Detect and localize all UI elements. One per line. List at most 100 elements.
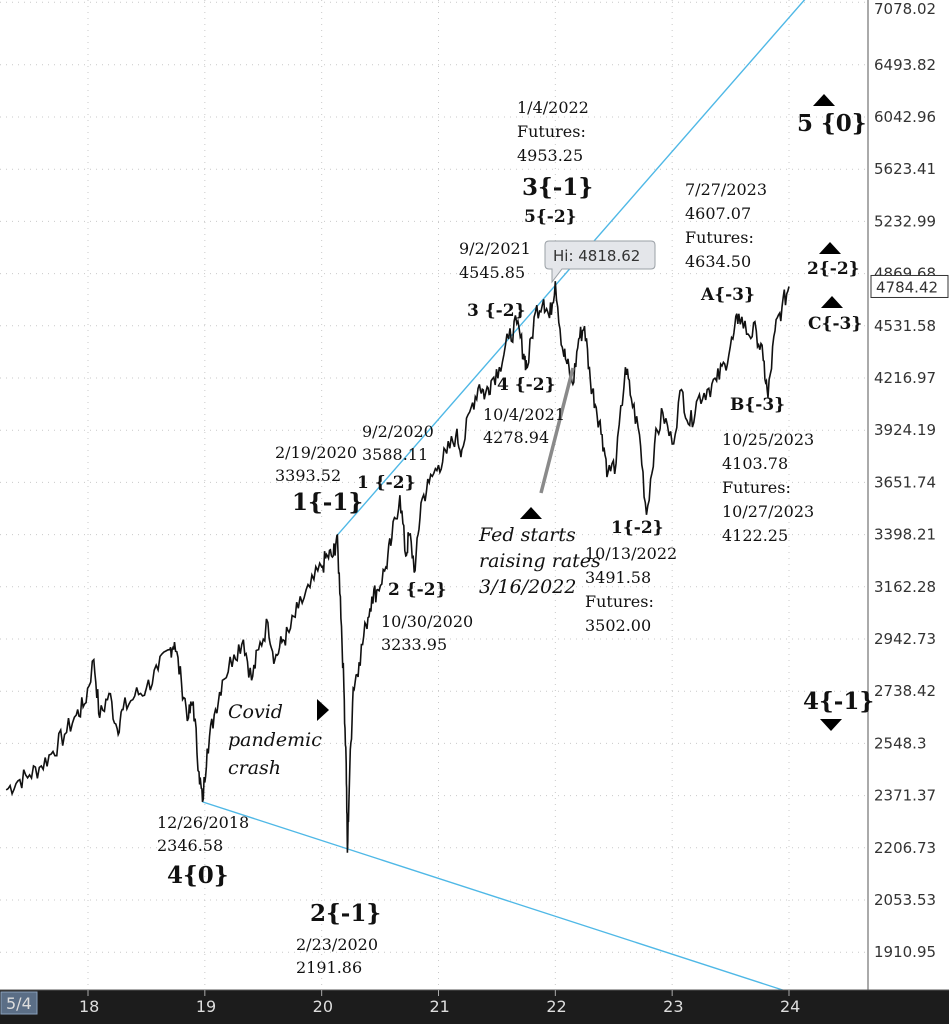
annotation-text: Futures: <box>585 592 654 611</box>
annotation-text: 10/27/2023 <box>722 502 814 521</box>
x-tick-label: 24 <box>780 997 800 1016</box>
y-axis: 7078.026493.826042.965623.415232.994869.… <box>870 0 949 961</box>
annotation-text: 5{-2} <box>524 207 577 227</box>
last-price-box <box>870 274 949 298</box>
annotation-text: 7/27/2023 <box>685 180 767 199</box>
hi-callout-box <box>544 240 656 284</box>
annotation-text: 1{-2} <box>611 518 664 538</box>
markers: Hi: 4818.62 <box>317 94 843 731</box>
y-tick-label: 6042.96 <box>874 108 936 126</box>
annotation-group: 12/26/2018 2346.58 <box>157 813 249 855</box>
annotation-group: 4{-1} <box>803 688 874 715</box>
hi-callout-label: Hi: 4818.62 <box>553 247 640 265</box>
annotation-text: Futures: <box>685 228 754 247</box>
x-tick-label: 20 <box>313 997 333 1016</box>
annotation-text: 12/26/2018 <box>157 813 249 832</box>
y-tick-label: 2738.42 <box>874 682 936 700</box>
annotation-group: 4 {-2} <box>497 375 556 395</box>
annotation-text: 9/2/2021 <box>459 239 531 258</box>
annotation-group: 10/4/2021 4278.94 <box>483 405 565 447</box>
y-tick-label: 3398.21 <box>874 526 936 544</box>
annotation-text: 10/25/2023 <box>722 430 814 449</box>
annotation-group: 1/4/2022 Futures: 4953.25 <box>517 98 589 165</box>
annotation-text: raising rates <box>479 550 601 572</box>
period-box <box>0 991 38 1015</box>
annotation-text: 3491.58 <box>585 568 651 587</box>
annotation-text: 9/2/2020 <box>362 422 434 441</box>
annotation-text: 4545.85 <box>459 263 525 282</box>
annotation-group: 7/27/2023 4607.07 Futures: 4634.50 <box>685 180 767 271</box>
x-tick-label: 18 <box>79 997 99 1016</box>
annotation-text: Futures: <box>517 122 586 141</box>
trendline <box>202 801 813 1001</box>
annotation-text: A{-3} <box>700 285 755 305</box>
annotation-text: 10/13/2022 <box>585 544 677 563</box>
y-tick-label: 4531.58 <box>874 317 936 335</box>
annotation-group: 3{-1} <box>522 174 593 201</box>
annotation-group: 5{-2} <box>524 207 577 227</box>
annotation-text: 4122.25 <box>722 526 788 545</box>
y-tick-label: 7078.02 <box>874 0 936 18</box>
y-tick-label: 3924.19 <box>874 421 936 439</box>
annotation-text: 1{-1} <box>292 489 363 516</box>
annotation-text: 5 {0} <box>797 110 867 137</box>
y-tick-label: 2053.53 <box>874 891 936 909</box>
annotation-text: 4 {-2} <box>497 375 556 395</box>
annotation-text: 1 {-2} <box>357 473 416 493</box>
y-tick-label: 6493.82 <box>874 56 936 74</box>
y-tick-label: 3651.74 <box>874 473 936 491</box>
annotation-group: Covid pandemic crash <box>228 701 322 779</box>
annotation-text: 3{-1} <box>522 174 593 201</box>
annotation-text: 4607.07 <box>685 204 751 223</box>
annotation-text: Futures: <box>722 478 791 497</box>
annotation-group: C{-3} <box>808 314 862 334</box>
annotation-group: 2{-2} <box>807 259 860 279</box>
annotation-group: 10/13/2022 3491.58 Futures: 3502.00 <box>585 544 677 635</box>
y-tick-label: 2206.73 <box>874 839 936 857</box>
annotation-text: 2/23/2020 <box>296 935 378 954</box>
annotation-group: 2 {-2} <box>388 580 447 600</box>
annotation-text: Covid <box>228 701 283 723</box>
annotation-group: 2/23/2020 2191.86 <box>296 935 378 977</box>
annotation-text: 4278.94 <box>483 428 549 447</box>
annotation-text: Fed starts <box>478 524 576 546</box>
y-tick-label: 2942.73 <box>874 630 936 648</box>
x-tick-label: 19 <box>196 997 216 1016</box>
fed-rates-arrow <box>539 367 575 494</box>
y-tick-label: 5623.41 <box>874 160 936 178</box>
wave-2-2-marker <box>819 242 841 254</box>
annotation-text: 3/16/2022 <box>479 576 576 598</box>
annotation-text: 4{0} <box>167 862 229 889</box>
annotation-text: 2 {-2} <box>388 580 447 600</box>
annotation-text: 2{-2} <box>807 259 860 279</box>
annotation-group: Fed starts raising rates 3/16/2022 <box>478 524 601 598</box>
y-tick-label: 2371.37 <box>874 787 936 805</box>
x-tick-label: 21 <box>430 997 450 1016</box>
y-tick-label: 3162.28 <box>874 578 936 596</box>
annotation-text: 2346.58 <box>157 836 223 855</box>
x-tick-label: 22 <box>546 997 566 1016</box>
fed-rates-marker <box>520 507 542 519</box>
annotation-group: 10/25/2023 4103.78 Futures: 10/27/2023 4122.… <box>722 430 814 545</box>
annotation-text: 2/19/2020 <box>275 443 357 462</box>
annotation-text: 4953.25 <box>517 146 583 165</box>
wave-5-0-marker <box>813 94 835 106</box>
annotation-group: A{-3} <box>700 285 755 305</box>
price-series-line <box>5 281 790 853</box>
grid <box>0 0 868 990</box>
annotation-text: 3 {-2} <box>467 301 526 321</box>
annotation-text: 10/4/2021 <box>483 405 565 424</box>
annotation-group: 4{0} <box>167 862 229 889</box>
annotation-group: 2{-1} <box>310 900 381 927</box>
annotation-group: 1{-1} <box>292 489 363 516</box>
annotation-text: 1/4/2022 <box>517 98 589 117</box>
last-price-label: 4784.42 <box>876 278 938 296</box>
annotation-group: 10/30/2020 3233.95 <box>381 612 473 654</box>
y-tick-label: 1910.95 <box>874 943 936 961</box>
y-tick-label: 2548.3 <box>874 734 927 752</box>
annotations: 1/4/2022 Futures: 4953.25 5 {0} 3{-1} 5{-2} 7/… <box>157 98 874 977</box>
covid-crash-marker <box>317 699 329 721</box>
x-tick-label: 23 <box>663 997 683 1016</box>
